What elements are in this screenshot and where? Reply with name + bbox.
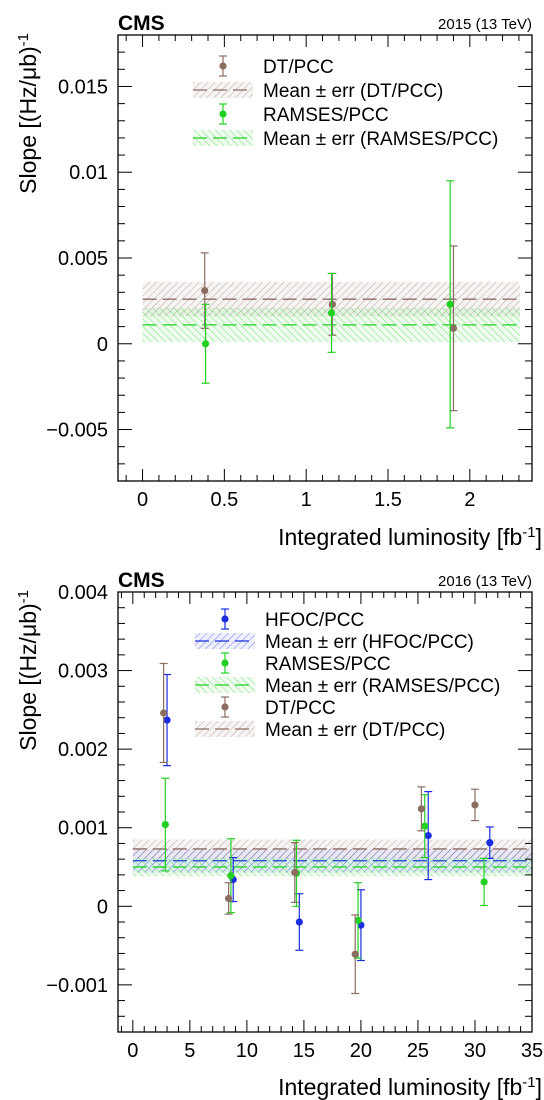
x-tick-label: 15 [293, 1040, 315, 1062]
y-tick-label: 0 [97, 334, 108, 356]
mean-band-mean-err-ramses-pcc [132, 857, 532, 877]
series-dt-pcc [159, 662, 479, 995]
series-hfoc-pcc [163, 673, 494, 962]
y-tick-label: 0.003 [58, 661, 108, 683]
x-tick-label: 0 [127, 1040, 138, 1062]
data-point [327, 309, 336, 317]
y-tick-label: 0 [97, 896, 108, 918]
chart-2016: 0 5 10 15 20 25 30 35 −0.001 0 0.001 0.002 0.003 0.00… [15, 569, 544, 1100]
y-tick-label: 0.004 [58, 582, 108, 604]
legend-label-ramses-pcc: RAMSES/PCC [265, 654, 391, 675]
legend-marker-icon [221, 703, 229, 711]
data-point [354, 916, 362, 925]
data-point [295, 918, 303, 926]
y-tick-label: −0.001 [46, 975, 108, 997]
axis-ticks [118, 591, 533, 1033]
data-point [225, 894, 233, 903]
chart-panel-2015: 0 0.5 1 1.5 2 −0.005 0 0.005 0.01 0.015 Integrated… [15, 12, 543, 551]
x-tick-label: 0.5 [210, 489, 238, 511]
x-tick-label: 0 [137, 489, 148, 511]
x-axis-label: Integrated luminosity [fb-1] [278, 1074, 542, 1100]
data-point [449, 324, 458, 332]
y-axis-label-exponent: -1 [15, 33, 32, 46]
y-tick-label: −0.005 [46, 420, 108, 442]
legend-marker-icon [221, 615, 229, 623]
x-tick-label: 35 [521, 1040, 543, 1062]
legend-label-mean-err-dt-pcc: Mean ± err (DT/PCC) [263, 81, 443, 102]
x-tick-label: 30 [464, 1040, 486, 1062]
y-tick-label: 0.01 [69, 162, 108, 184]
run-label: 2016 (13 TeV) [438, 573, 532, 590]
data-point [201, 340, 210, 348]
data-point [471, 801, 479, 809]
experiment-label: CMS [118, 12, 165, 35]
x-tick-label: 1 [301, 489, 312, 511]
legend-label-dt-pcc: DT/PCC [263, 57, 334, 78]
mean-band-mean-err-dt-pcc [132, 839, 532, 859]
chart-2015: 0 0.5 1 1.5 2 −0.005 0 0.005 0.01 0.015 Integrated… [15, 12, 543, 551]
x-tick-label: 2 [464, 489, 475, 511]
legend-marker-icon [221, 659, 229, 667]
legend-label-ramses-pcc: RAMSES/PCC [263, 105, 389, 126]
x-tick-label: 25 [407, 1040, 429, 1062]
x-tick-label: 5 [184, 1040, 195, 1062]
data-point [291, 868, 299, 877]
legend-label-mean-err-dt-pcc: Mean ± err (DT/PCC) [265, 720, 445, 741]
data-point [421, 822, 429, 830]
x-tick-label: 20 [350, 1040, 372, 1062]
legend-label-mean-err-hfoc-pcc: Mean ± err (HFOC/PCC) [265, 632, 474, 653]
legend-label-mean-err-ramses-pcc: Mean ± err (RAMSES/PCC) [265, 676, 500, 697]
y-tick-label: 0.005 [58, 248, 108, 270]
data-point [480, 878, 488, 886]
series-ramses-pcc [201, 180, 455, 429]
data-point [161, 820, 169, 829]
data-point [351, 950, 359, 958]
legend-label-dt-pcc: DT/PCC [265, 698, 336, 719]
x-axis-label-exponent: -1 [522, 1074, 535, 1091]
y-tick-label: 0.015 [58, 76, 108, 98]
data-point [227, 872, 235, 880]
data-point [417, 805, 425, 813]
data-point [163, 716, 171, 724]
experiment-label: CMS [118, 569, 165, 592]
legend-label-hfoc-pcc: HFOC/PCC [265, 610, 364, 631]
y-tick-label: 0.001 [58, 818, 108, 840]
legend-marker-icon [219, 62, 227, 70]
data-point [446, 300, 454, 308]
mean-bands [132, 839, 532, 877]
data-point [201, 286, 209, 295]
x-axis-label: Integrated luminosity [fb-1] [278, 524, 542, 551]
x-tick-label: 1.5 [374, 489, 402, 511]
run-label: 2015 (13 TeV) [438, 16, 532, 33]
y-axis-label-exponent: -1 [15, 590, 32, 603]
legend-marker-icon [219, 110, 227, 118]
axis-ticks [118, 34, 532, 482]
data-point [486, 839, 494, 847]
data-point [160, 709, 168, 717]
chart-panel-2016: 0 5 10 15 20 25 30 35 −0.001 0 0.001 0.002 0.003 0.00… [0, 550, 544, 1100]
data-point [328, 300, 336, 308]
legend-label-mean-err-ramses-pcc: Mean ± err (RAMSES/PCC) [263, 129, 498, 150]
legend: DT/PCC Mean ± err (DT/PCC) RAMSES/PCC Mean … [193, 55, 498, 150]
y-axis-label: Slope [(Hz/μb)-1 [15, 590, 42, 751]
y-axis-label: Slope [(Hz/μb)-1 [15, 33, 42, 194]
x-tick-label: 10 [236, 1040, 258, 1062]
y-tick-label: 0.002 [58, 739, 108, 761]
data-point [424, 831, 432, 840]
x-axis-label-exponent: -1 [522, 524, 535, 541]
